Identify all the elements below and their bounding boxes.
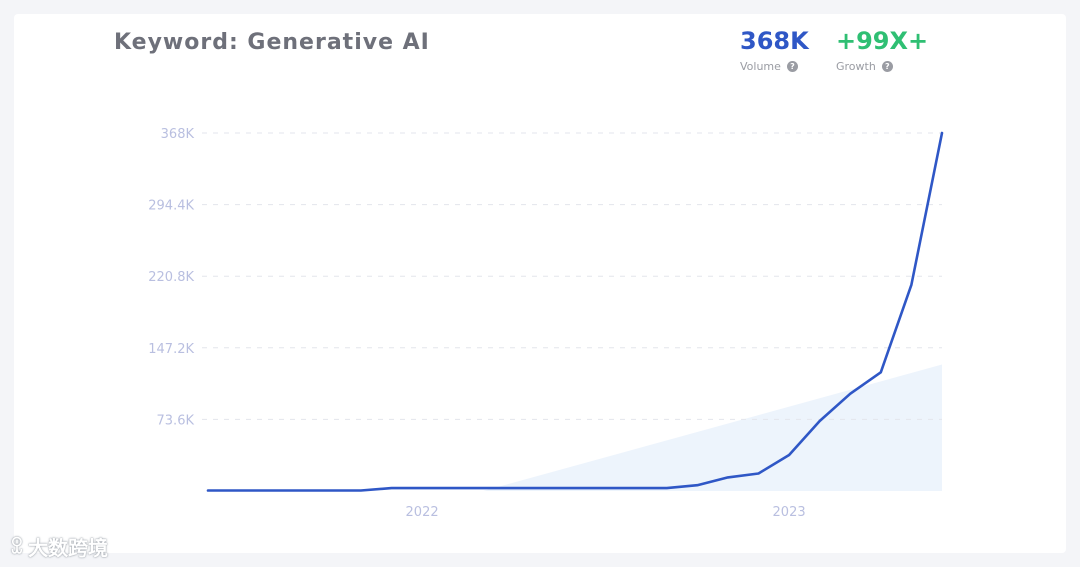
growth-stat: +99X+ Growth ? bbox=[836, 26, 928, 73]
y-tick-label: 220.8K bbox=[148, 270, 194, 285]
chart-title: Keyword: Generative AI bbox=[114, 30, 430, 55]
volume-label-row: Volume ? bbox=[740, 60, 809, 73]
growth-value: +99X+ bbox=[836, 27, 929, 55]
y-tick-label: 294.4K bbox=[148, 199, 194, 214]
volume-stat: 368K Volume ? bbox=[740, 26, 809, 73]
x-tick-label: 2023 bbox=[773, 505, 806, 520]
watermark: ꀾ 大数跨境 bbox=[10, 532, 108, 561]
help-icon[interactable]: ? bbox=[786, 61, 798, 72]
y-tick-label: 73.6K bbox=[157, 413, 195, 428]
y-tick-label: 147.2K bbox=[148, 342, 194, 357]
volume-value: 368K bbox=[740, 27, 809, 55]
watermark-text: 大数跨境 bbox=[28, 536, 109, 560]
x-tick-label: 2022 bbox=[406, 505, 439, 520]
help-icon[interactable]: ? bbox=[881, 61, 893, 72]
growth-label-row: Growth ? bbox=[836, 60, 928, 73]
trend-area bbox=[483, 364, 942, 491]
watermark-logo-icon: ꀾ bbox=[10, 537, 25, 558]
y-tick-label: 368K bbox=[161, 127, 195, 142]
volume-label: Volume bbox=[740, 60, 781, 73]
growth-label: Growth bbox=[836, 60, 876, 73]
series-line bbox=[206, 131, 944, 492]
